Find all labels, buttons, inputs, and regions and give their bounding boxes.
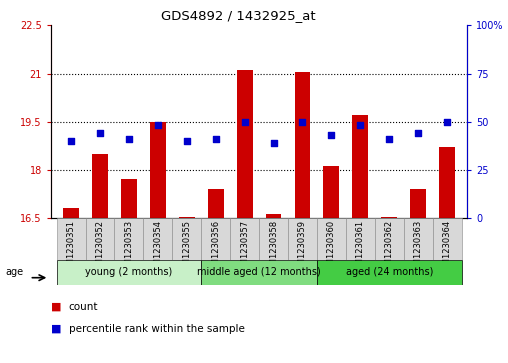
Text: GSM1230358: GSM1230358 (269, 220, 278, 276)
Point (67, 138, 75, 144)
Bar (172, 218, 201, 260)
Text: ■: ■ (51, 302, 61, 312)
Text: middle aged (12 months): middle aged (12 months) (197, 267, 321, 277)
Bar (295, 72, 310, 218)
Bar (237, 70, 252, 218)
Bar (324, 167, 339, 218)
Text: count: count (69, 302, 98, 312)
Text: GSM1230363: GSM1230363 (414, 220, 423, 276)
Bar (433, 218, 462, 260)
Point (241, 119, 249, 125)
Bar (317, 218, 346, 260)
Bar (259, 218, 288, 260)
Point (414, 130, 422, 136)
Text: GSM1230357: GSM1230357 (240, 220, 249, 276)
Text: age: age (5, 267, 23, 277)
Text: GSM1230351: GSM1230351 (67, 220, 76, 276)
Text: GSM1230361: GSM1230361 (356, 220, 365, 276)
Bar (85, 218, 114, 260)
Bar (150, 122, 166, 218)
Point (183, 138, 191, 144)
Text: percentile rank within the sample: percentile rank within the sample (69, 323, 244, 334)
Point (356, 123, 364, 129)
Bar (288, 218, 317, 260)
Text: GSM1230354: GSM1230354 (153, 220, 163, 276)
Point (96, 130, 104, 136)
Bar (439, 147, 455, 218)
Text: GSM1230356: GSM1230356 (211, 220, 220, 276)
Bar (382, 217, 397, 218)
Bar (92, 154, 108, 218)
Text: GSM1230360: GSM1230360 (327, 220, 336, 276)
Text: GSM1230353: GSM1230353 (124, 220, 134, 276)
Point (154, 123, 162, 129)
Bar (201, 218, 230, 260)
Point (212, 136, 220, 142)
Text: GSM1230355: GSM1230355 (182, 220, 191, 276)
Bar (63, 208, 79, 218)
Point (385, 136, 393, 142)
Bar (410, 189, 426, 218)
Text: GSM1230362: GSM1230362 (385, 220, 394, 276)
Text: aged (24 months): aged (24 months) (345, 267, 433, 277)
Bar (56, 260, 201, 285)
Text: GSM1230352: GSM1230352 (96, 220, 105, 276)
Point (327, 132, 335, 138)
Bar (230, 218, 259, 260)
Bar (404, 218, 433, 260)
Bar (346, 218, 375, 260)
Text: ■: ■ (51, 323, 61, 334)
Point (298, 119, 306, 125)
Point (125, 136, 133, 142)
Text: GSM1230359: GSM1230359 (298, 220, 307, 276)
Point (269, 140, 277, 146)
Bar (114, 218, 143, 260)
Text: GSM1230364: GSM1230364 (442, 220, 452, 276)
Bar (266, 214, 281, 218)
Bar (56, 218, 85, 260)
Bar (375, 218, 404, 260)
Text: GDS4892 / 1432925_at: GDS4892 / 1432925_at (162, 9, 316, 22)
Bar (201, 260, 317, 285)
Bar (179, 217, 195, 218)
Point (443, 119, 451, 125)
Bar (121, 179, 137, 218)
Text: young (2 months): young (2 months) (85, 267, 173, 277)
Bar (353, 115, 368, 218)
Bar (208, 189, 224, 218)
Bar (317, 260, 462, 285)
Bar (143, 218, 172, 260)
